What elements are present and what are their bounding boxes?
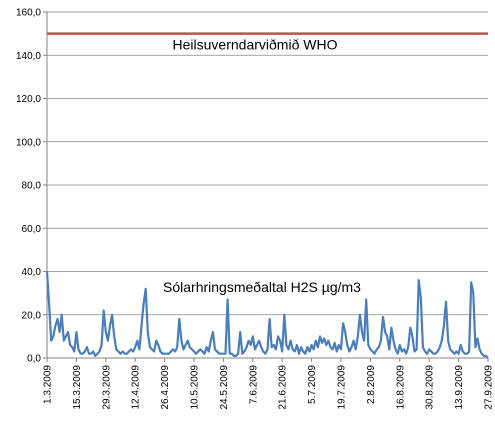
x-tick-label: 10.5.2009 — [190, 365, 201, 410]
x-tick-label: 15.3.2009 — [72, 365, 83, 410]
series-label: Sólarhringsmeðaltal H2S µg/m3 — [163, 279, 361, 295]
y-tick-label: 60,0 — [22, 224, 42, 235]
x-tick-label: 13.9.2009 — [454, 365, 465, 410]
x-tick-label: 7.6.2009 — [248, 365, 259, 404]
y-tick-label: 120,0 — [16, 94, 41, 105]
x-tick-label: 1.3.2009 — [43, 365, 54, 404]
x-tick-label: 12.4.2009 — [131, 365, 142, 410]
x-tick-label: 2.8.2009 — [366, 365, 377, 404]
x-tick-label: 30.8.2009 — [425, 365, 436, 410]
x-tick-label: 5.7.2009 — [307, 365, 318, 404]
x-tick-label: 16.8.2009 — [395, 365, 406, 410]
x-tick-label: 21.6.2009 — [278, 365, 289, 410]
x-tick-label: 24.5.2009 — [219, 365, 230, 410]
data-line — [45, 271, 489, 359]
x-tick-label: 19.7.2009 — [337, 365, 348, 410]
y-tick-label: 20,0 — [22, 310, 42, 321]
y-tick-label: 140,0 — [16, 51, 41, 62]
x-tick-label: 29.3.2009 — [101, 365, 112, 410]
y-tick-label: 80,0 — [22, 181, 42, 192]
y-tick-label: 160,0 — [16, 8, 41, 19]
y-tick-label: 100,0 — [16, 137, 41, 148]
x-tick-label: 27.9.2009 — [484, 365, 495, 410]
threshold-label: Heilsuverndarviðmið WHO — [173, 37, 338, 53]
x-tick-label: 26.4.2009 — [160, 365, 171, 410]
y-tick-label: 40,0 — [22, 267, 42, 278]
y-tick-label: 0,0 — [27, 354, 41, 365]
